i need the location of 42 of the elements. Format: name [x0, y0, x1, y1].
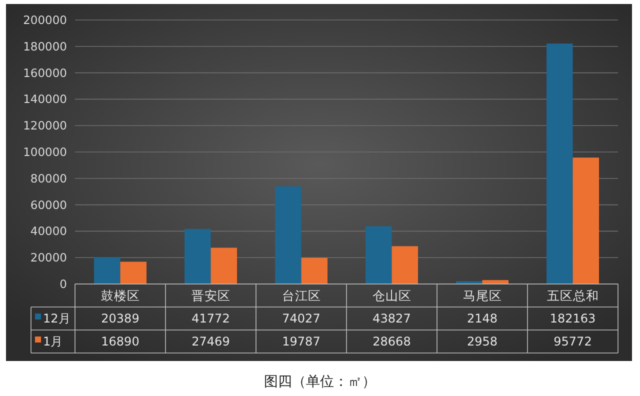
x-tick-label: 仓山区 — [372, 288, 412, 303]
data-label: 2148 — [466, 312, 498, 326]
legend-label: 1月 — [43, 334, 63, 349]
y-tick-label: 140000 — [23, 92, 67, 106]
bar — [120, 262, 146, 284]
x-tick-label: 五区总和 — [546, 288, 599, 303]
data-label: 182163 — [550, 312, 596, 326]
bar — [184, 228, 211, 284]
bar — [210, 248, 237, 284]
y-tick-label: 160000 — [23, 66, 67, 80]
data-label: 27469 — [192, 334, 230, 349]
text: 图四（单位：㎡） — [264, 374, 376, 390]
bar — [572, 158, 599, 284]
data-label: 41772 — [192, 312, 230, 326]
data-label: 20389 — [101, 312, 140, 326]
data-label: 95772 — [554, 334, 592, 349]
bar — [94, 257, 120, 284]
data-label: 28668 — [372, 334, 411, 349]
y-tick-label: 0 — [60, 277, 67, 292]
data-label: 74027 — [282, 312, 320, 326]
x-tick-label: 晋安区 — [191, 288, 230, 303]
data-label: 2958 — [466, 334, 498, 349]
data-label: 16890 — [101, 334, 140, 349]
bar — [301, 258, 328, 284]
y-tick-label: 200000 — [23, 13, 67, 28]
bar — [275, 186, 302, 284]
y-tick-label: 40000 — [30, 224, 67, 238]
bar — [366, 226, 392, 284]
y-tick-label: 100000 — [23, 145, 67, 160]
y-tick-label: 80000 — [30, 171, 67, 186]
y-tick-label: 180000 — [23, 39, 67, 54]
legend-label: 12月 — [43, 312, 70, 326]
x-tick-label: 鼓楼区 — [100, 288, 140, 303]
x-tick-label: 台江区 — [282, 288, 321, 303]
data-label: 19787 — [282, 334, 320, 349]
y-tick-label: 20000 — [30, 250, 67, 265]
data-label: 43827 — [372, 312, 411, 326]
bar — [546, 44, 573, 284]
y-tick-label: 120000 — [23, 118, 67, 133]
bar — [392, 246, 418, 284]
y-tick-label: 60000 — [30, 198, 67, 212]
x-tick-label: 马尾区 — [462, 288, 502, 303]
